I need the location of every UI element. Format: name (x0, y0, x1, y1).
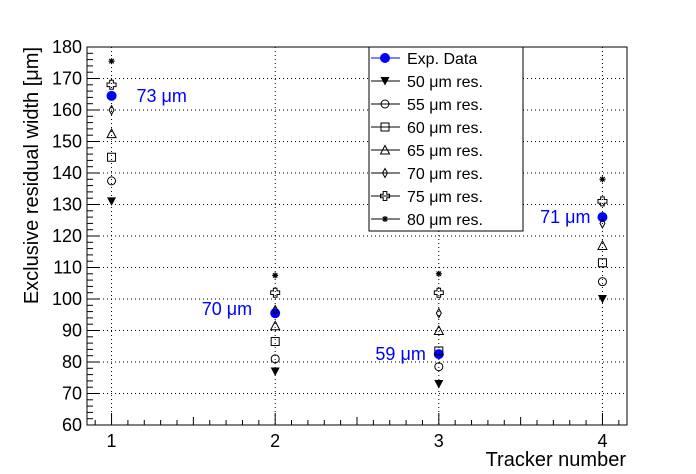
legend-label: 55 μm res. (407, 97, 483, 114)
data-point-series-0 (106, 90, 117, 101)
star-stroke (436, 271, 442, 277)
star-stroke (108, 58, 115, 64)
y-tick-label: 180 (52, 37, 82, 57)
legend-marker (380, 191, 390, 201)
data-point-series-7 (435, 270, 442, 277)
annotation-label: 70 μm (202, 299, 252, 319)
y-tick-label: 110 (53, 258, 82, 278)
data-point-series-3 (107, 152, 117, 162)
data-point-series-1 (597, 295, 607, 304)
data-point-series-4 (597, 239, 608, 250)
data-point-series-0 (270, 308, 281, 319)
data-point-series-3 (597, 258, 607, 268)
data-point-series-6 (433, 287, 444, 298)
data-point-series-6 (597, 196, 608, 207)
star-stroke (599, 176, 606, 182)
y-tick-label: 120 (52, 226, 82, 246)
legend: Exp. Data 50 μm res. 55 μm res. 60 μm res. 6… (368, 46, 524, 232)
legend-label: 75 μm res. (407, 189, 483, 206)
y-tick-label: 130 (52, 195, 82, 215)
legend-label: 50 μm res. (407, 74, 483, 91)
legend-label: 70 μm res. (407, 166, 483, 183)
y-tick-label: 170 (52, 69, 82, 89)
legend-marker (380, 122, 390, 132)
star-stroke (272, 272, 278, 278)
data-point-series-1 (107, 197, 117, 206)
y-tick-label: 60 (62, 415, 82, 435)
data-point-series-1 (270, 367, 280, 376)
y-tick-label: 70 (62, 384, 82, 404)
y-tick-label: 150 (52, 132, 82, 152)
legend-marker (382, 216, 388, 222)
data-point-series-5 (108, 104, 115, 116)
data-point-series-3 (270, 337, 280, 347)
y-tick-label: 80 (62, 352, 82, 372)
y-tick-label: 160 (52, 100, 82, 120)
data-point-series-3 (434, 346, 444, 356)
legend-label: 60 μm res. (407, 120, 483, 137)
data-point-series-4 (106, 128, 117, 139)
data-point-series-2 (597, 277, 607, 287)
data-point-series-0 (433, 349, 444, 360)
data-point-series-5 (599, 217, 606, 229)
legend-box (368, 46, 524, 232)
data-point-series-4 (269, 320, 281, 331)
data-point-series-7 (272, 272, 279, 279)
data-point-series-4 (433, 324, 445, 335)
axes: 60 70 80 90 100 110 120 130 140 150 160 170 180 1 2 3 4 (52, 37, 620, 451)
y-axis-title: Exclusive residual width [μm] (21, 47, 43, 304)
legend-label: Exp. Data (407, 51, 477, 68)
x-tick-label: 2 (270, 431, 280, 451)
annotation-label: 71 μm (540, 207, 590, 227)
data-point-series-6 (106, 79, 117, 90)
legend-marker (380, 53, 390, 63)
x-tick-label: 1 (107, 431, 117, 451)
data-points (106, 58, 608, 389)
data-point-series-2 (270, 354, 280, 364)
data-point-series-5 (435, 307, 442, 319)
data-point-series-2 (434, 362, 444, 372)
y-tick-label: 140 (52, 163, 82, 183)
data-point-series-0 (597, 212, 608, 223)
legend-marker (380, 99, 390, 109)
y-tick-label: 100 (52, 289, 82, 309)
annotations: 73 μm 70 μm 59 μm 71 μm (137, 86, 591, 364)
data-point-series-7 (108, 58, 115, 65)
legend-marker (379, 144, 391, 155)
data-point-series-2 (107, 176, 117, 186)
y-tick-label: 90 (62, 321, 82, 341)
data-point-series-6 (270, 287, 281, 298)
data-point-series-7 (599, 176, 606, 183)
legend-marker (381, 167, 389, 179)
annotation-label: 73 μm (137, 86, 187, 106)
x-tick-label: 3 (434, 431, 444, 451)
x-tick-label: 4 (597, 431, 607, 451)
x-axis-title: Tracker number (486, 449, 627, 471)
annotation-label: 59 μm (375, 344, 425, 364)
data-point-series-5 (272, 304, 279, 316)
data-point-series-1 (434, 380, 444, 389)
legend-marker (380, 77, 390, 86)
star-stroke (382, 216, 388, 222)
legend-label: 65 μm res. (407, 143, 483, 160)
legend-label: 80 μm res. (407, 212, 483, 229)
